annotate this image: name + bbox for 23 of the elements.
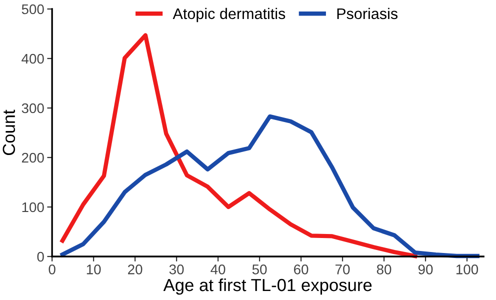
legend-label: Psoriasis	[337, 8, 398, 20]
y-axis-title: Count	[2, 110, 16, 156]
x-tick-label: 80	[376, 264, 392, 274]
x-axis-title: Age at first TL-01 exposure	[163, 278, 372, 295]
x-tick-label: 10	[86, 264, 101, 274]
x-tick-label: 30	[169, 264, 184, 274]
legend-label: Atopic dermatitis	[172, 8, 286, 22]
x-tick-label: 60	[294, 264, 308, 274]
y-tick-label: 300	[22, 103, 44, 114]
y-tick-label: 400	[22, 54, 44, 64]
x-tick-label: 90	[418, 264, 433, 274]
x-tick-label: 70	[336, 264, 350, 274]
y-tick-label: 200	[22, 152, 44, 163]
y-tick-label: 0	[37, 252, 44, 262]
x-tick-label: 40	[210, 264, 226, 274]
y-tick-label: 100	[22, 202, 44, 212]
x-tick-label: 20	[128, 264, 142, 274]
x-tick-label: 100	[456, 264, 478, 274]
line-series	[60, 33, 418, 258]
x-tick-label: 0	[48, 264, 56, 274]
line-series	[60, 114, 480, 258]
y-tick-label: 500	[22, 4, 44, 14]
x-tick-label: 50	[252, 264, 267, 274]
